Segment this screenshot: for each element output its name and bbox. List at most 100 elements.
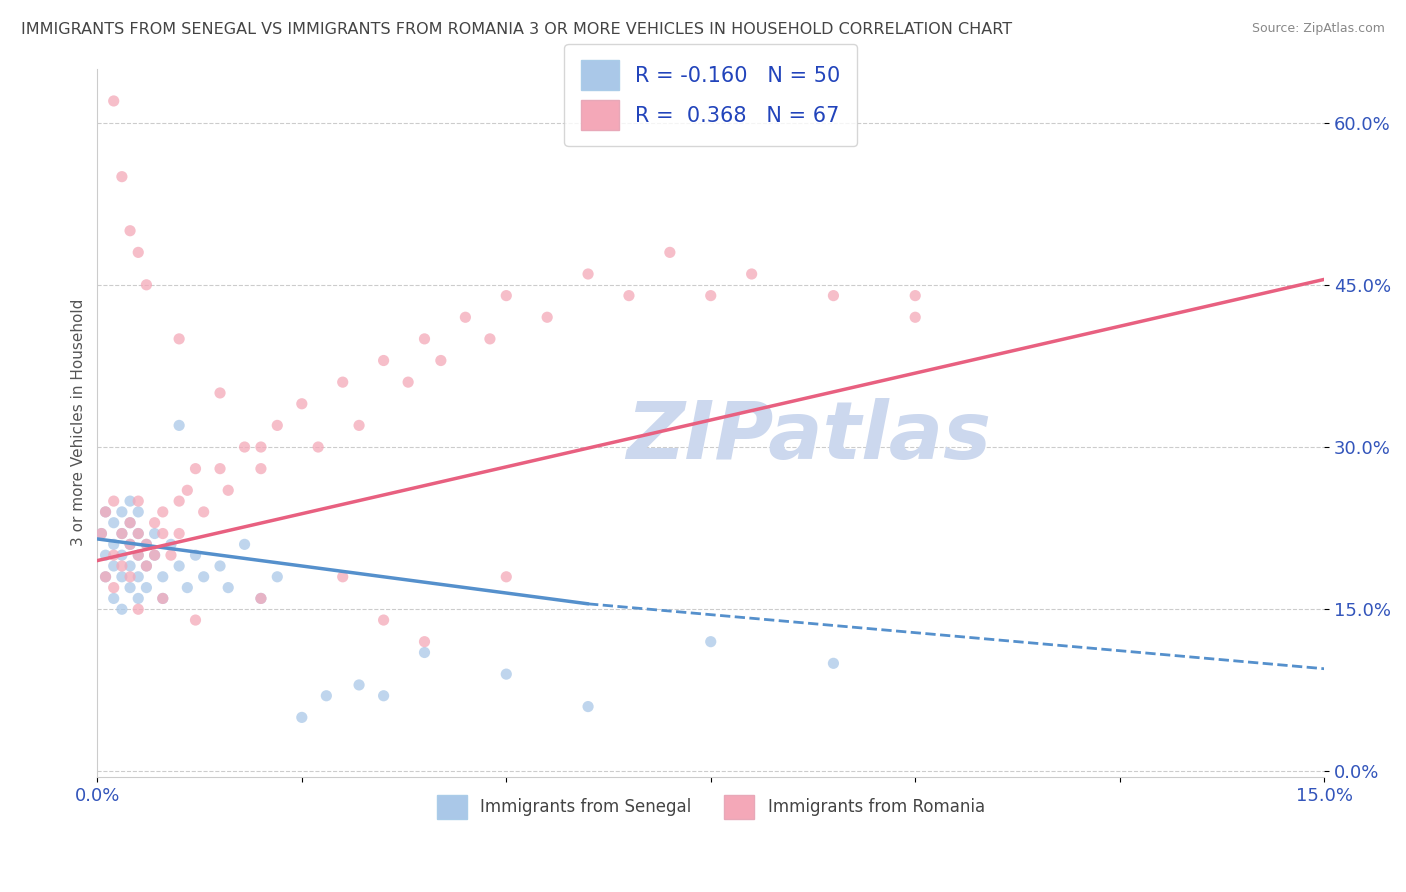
Y-axis label: 3 or more Vehicles in Household: 3 or more Vehicles in Household	[72, 299, 86, 547]
Point	[127, 602, 149, 616]
Point	[111, 526, 134, 541]
Point	[94, 505, 117, 519]
Point	[120, 570, 142, 584]
Point	[152, 505, 174, 519]
Point	[103, 548, 125, 562]
Point	[94, 570, 117, 584]
Point	[135, 559, 157, 574]
Point	[111, 570, 134, 584]
Point	[143, 516, 166, 530]
Point	[135, 559, 157, 574]
Point	[617, 288, 640, 302]
Point	[373, 613, 395, 627]
Point	[250, 461, 273, 475]
Point	[167, 526, 190, 541]
Point	[291, 397, 314, 411]
Point	[152, 591, 174, 606]
Point	[103, 494, 125, 508]
Point	[127, 494, 149, 508]
Point	[823, 657, 845, 671]
Point	[103, 591, 125, 606]
Point	[184, 613, 207, 627]
Point	[94, 570, 117, 584]
Point	[120, 559, 142, 574]
Point	[103, 516, 125, 530]
Legend: Immigrants from Senegal, Immigrants from Romania: Immigrants from Senegal, Immigrants from…	[430, 789, 991, 825]
Point	[152, 591, 174, 606]
Point	[536, 310, 558, 325]
Point	[904, 310, 927, 325]
Point	[160, 537, 183, 551]
Point	[266, 418, 288, 433]
Point	[152, 526, 174, 541]
Point	[135, 581, 157, 595]
Point	[120, 494, 142, 508]
Point	[120, 224, 142, 238]
Point	[94, 505, 117, 519]
Point	[413, 646, 436, 660]
Point	[143, 548, 166, 562]
Point	[347, 678, 370, 692]
Point	[307, 440, 329, 454]
Point	[823, 288, 845, 302]
Point	[127, 505, 149, 519]
Point	[103, 581, 125, 595]
Point	[700, 288, 723, 302]
Point	[208, 461, 231, 475]
Point	[193, 505, 215, 519]
Point	[120, 537, 142, 551]
Point	[184, 461, 207, 475]
Point	[135, 537, 157, 551]
Point	[111, 169, 134, 184]
Point	[94, 548, 117, 562]
Point	[454, 310, 477, 325]
Point	[127, 548, 149, 562]
Point	[111, 526, 134, 541]
Point	[904, 288, 927, 302]
Point	[160, 548, 183, 562]
Point	[576, 267, 599, 281]
Point	[315, 689, 337, 703]
Point	[120, 537, 142, 551]
Text: IMMIGRANTS FROM SENEGAL VS IMMIGRANTS FROM ROMANIA 3 OR MORE VEHICLES IN HOUSEHO: IMMIGRANTS FROM SENEGAL VS IMMIGRANTS FR…	[21, 22, 1012, 37]
Point	[167, 559, 190, 574]
Point	[167, 494, 190, 508]
Point	[127, 548, 149, 562]
Point	[103, 537, 125, 551]
Point	[135, 277, 157, 292]
Point	[152, 570, 174, 584]
Point	[127, 245, 149, 260]
Point	[396, 375, 419, 389]
Point	[143, 548, 166, 562]
Point	[111, 559, 134, 574]
Point	[111, 548, 134, 562]
Point	[208, 559, 231, 574]
Point	[373, 353, 395, 368]
Point	[250, 591, 273, 606]
Point	[291, 710, 314, 724]
Point	[193, 570, 215, 584]
Point	[413, 634, 436, 648]
Point	[576, 699, 599, 714]
Point	[143, 526, 166, 541]
Point	[184, 548, 207, 562]
Point	[111, 602, 134, 616]
Point	[266, 570, 288, 584]
Point	[495, 570, 517, 584]
Text: Source: ZipAtlas.com: Source: ZipAtlas.com	[1251, 22, 1385, 36]
Point	[495, 667, 517, 681]
Point	[413, 332, 436, 346]
Point	[135, 537, 157, 551]
Point	[373, 689, 395, 703]
Point	[332, 570, 354, 584]
Text: ZIPatlas: ZIPatlas	[627, 398, 991, 475]
Point	[127, 570, 149, 584]
Point	[176, 581, 198, 595]
Point	[217, 581, 239, 595]
Point	[167, 332, 190, 346]
Point	[741, 267, 763, 281]
Point	[127, 526, 149, 541]
Point	[658, 245, 681, 260]
Point	[120, 516, 142, 530]
Point	[250, 440, 273, 454]
